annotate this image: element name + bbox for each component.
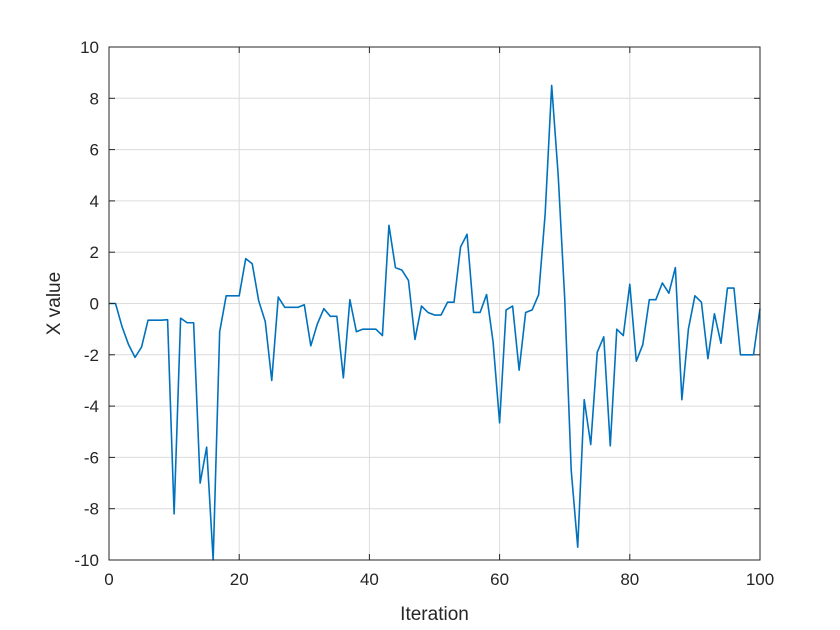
x-tick-label: 40 <box>360 570 379 589</box>
grid-lines <box>109 47 760 560</box>
y-tick-label: -6 <box>84 448 99 467</box>
y-axis-label: X value <box>44 272 65 335</box>
x-tick-label: 0 <box>104 570 113 589</box>
x-tick-labels: 0 20 40 60 80 100 <box>104 570 774 589</box>
x-tick-label: 60 <box>490 570 509 589</box>
y-tick-label: 10 <box>80 38 99 57</box>
y-tick-label: 2 <box>90 243 99 262</box>
y-tick-label: -8 <box>84 500 99 519</box>
y-tick-label: 6 <box>90 141 99 160</box>
x-tick-label: 80 <box>620 570 639 589</box>
y-tick-label: 8 <box>90 89 99 108</box>
y-tick-label: -4 <box>84 397 99 416</box>
y-tick-label: -2 <box>84 346 99 365</box>
x-tick-label: 100 <box>746 570 774 589</box>
x-tick-label: 20 <box>230 570 249 589</box>
y-tick-label: -10 <box>74 551 99 570</box>
y-tick-label: 4 <box>90 192 99 211</box>
series-layer <box>109 84 761 561</box>
y-tick-labels: -10 -8 -6 -4 -2 0 2 4 6 8 10 <box>74 38 99 570</box>
series-line <box>109 84 761 561</box>
ticks <box>108 46 761 561</box>
x-axis-label: Iteration <box>400 604 469 625</box>
y-tick-label: 0 <box>90 295 99 314</box>
